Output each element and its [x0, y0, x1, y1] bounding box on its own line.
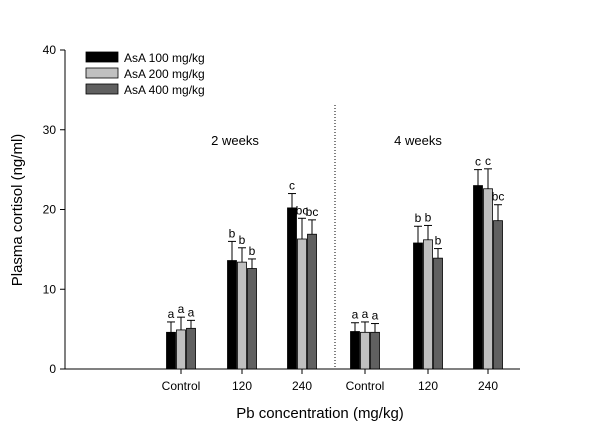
significance-letter: c — [289, 179, 295, 193]
x-tick-label: Control — [162, 379, 201, 393]
bar — [360, 331, 370, 370]
legend: AsA 100 mg/kg AsA 200 mg/kg AsA 400 mg/kg — [85, 51, 205, 97]
bar — [287, 207, 297, 370]
bar — [473, 185, 483, 370]
legend-label: AsA 400 mg/kg — [124, 83, 205, 97]
x-tick-label: 240 — [478, 379, 498, 393]
bar — [370, 331, 380, 370]
axes: 0 10 20 30 40 Control 120 240 Control 120 240 — [43, 43, 520, 393]
significance-letter: b — [425, 210, 432, 224]
panel-label-2-weeks: 2 weeks — [211, 133, 259, 148]
bar — [433, 257, 443, 370]
y-axis-label: Plasma cortisol (ng/ml) — [9, 134, 26, 287]
legend-swatch — [85, 83, 119, 95]
legend-swatch — [85, 51, 119, 63]
significance-letter: b — [229, 226, 236, 240]
y-tick-label: 30 — [43, 123, 57, 137]
panel-label-4-weeks: 4 weeks — [394, 133, 442, 148]
significance-letter: b — [249, 244, 256, 258]
significance-letter: bc — [296, 203, 309, 217]
bar — [186, 327, 196, 370]
significance-letter: b — [435, 234, 442, 248]
significance-letter: b — [239, 233, 246, 247]
significance-letter: a — [362, 307, 369, 321]
bar — [483, 188, 493, 370]
legend-swatch — [85, 67, 119, 79]
bar — [227, 260, 237, 370]
y-tick-label: 0 — [49, 362, 56, 376]
significance-letter: a — [372, 309, 379, 323]
x-tick-label: Control — [346, 379, 385, 393]
bar — [413, 242, 423, 370]
significance-letter: b — [415, 211, 422, 225]
significance-letter: a — [178, 302, 185, 316]
significance-letter: a — [188, 305, 195, 319]
bar — [350, 331, 360, 370]
bar — [237, 261, 247, 370]
significance-letter: c — [475, 155, 481, 169]
x-tick-label: 120 — [418, 379, 438, 393]
x-tick-label: 120 — [232, 379, 252, 393]
bar — [423, 239, 433, 370]
significance-letter: a — [168, 307, 175, 321]
significance-letter: bc — [306, 205, 319, 219]
bar — [176, 329, 186, 370]
legend-label: AsA 200 mg/kg — [124, 67, 205, 81]
bar — [493, 220, 503, 370]
y-tick-label: 20 — [43, 203, 57, 217]
bar — [166, 331, 176, 370]
significance-letter: bc — [492, 190, 505, 204]
bar — [307, 233, 317, 370]
significance-letter: a — [352, 308, 359, 322]
y-tick-label: 40 — [43, 43, 57, 57]
y-tick-label: 10 — [43, 282, 57, 296]
x-axis-label: Pb concentration (mg/kg) — [236, 405, 404, 422]
legend-label: AsA 100 mg/kg — [124, 51, 205, 65]
bar — [247, 268, 257, 370]
x-tick-label: 240 — [292, 379, 312, 393]
significance-letter: c — [485, 154, 491, 168]
bar — [297, 238, 307, 370]
